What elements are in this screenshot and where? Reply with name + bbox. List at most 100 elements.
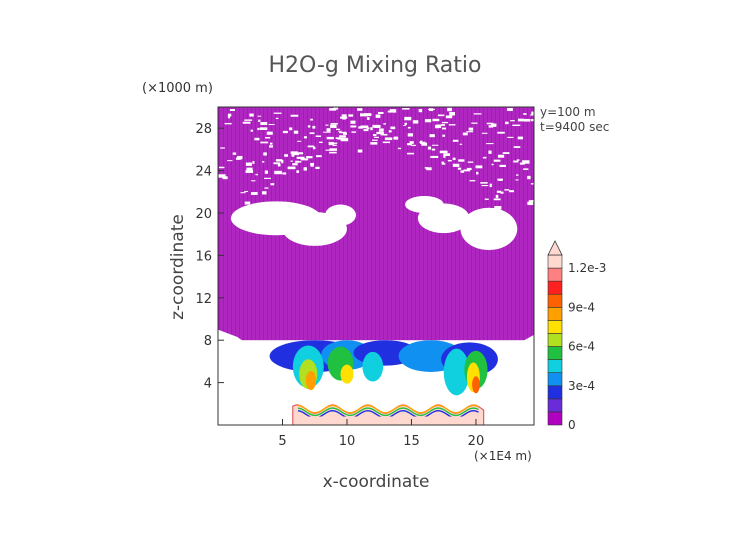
dry-speck: [326, 128, 331, 132]
dry-speck: [277, 163, 281, 167]
dry-speck: [297, 140, 302, 142]
dry-speck: [426, 167, 432, 171]
dry-speck: [493, 159, 501, 162]
dry-speck: [481, 132, 488, 134]
dry-speck: [447, 107, 452, 112]
dry-speck: [227, 160, 233, 162]
y-tick-label: 24: [195, 165, 212, 180]
dry-speck: [342, 132, 348, 135]
dry-speck: [315, 135, 322, 137]
dry-speck: [258, 119, 261, 122]
dry-speck: [315, 166, 320, 170]
dry-speck: [273, 112, 282, 114]
y-tick-label: 4: [204, 377, 212, 392]
y-axis: 4 8 12 16 20 24 28: [195, 122, 224, 392]
dry-speck: [310, 118, 313, 121]
dry-speck: [469, 180, 476, 182]
dry-speck: [443, 153, 451, 156]
dry-speck: [484, 198, 489, 200]
dry-speck: [260, 122, 268, 126]
dry-speck: [522, 160, 530, 164]
colorbar-segment: [547, 320, 563, 334]
dry-speck: [257, 115, 262, 117]
dry-speck: [516, 159, 520, 161]
dry-speck: [513, 146, 521, 148]
dry-speck: [491, 123, 497, 127]
moist-blob: [443, 348, 470, 396]
dry-speck: [430, 155, 439, 159]
dry-speck: [527, 201, 534, 206]
dry-speck: [463, 169, 471, 172]
dry-speck: [432, 118, 440, 122]
moist-blob: [362, 351, 384, 382]
dry-speck: [307, 125, 311, 128]
dry-speck: [351, 131, 357, 133]
dry-speck: [262, 160, 265, 163]
dry-speck: [427, 146, 432, 150]
dry-speck: [480, 182, 488, 184]
dry-speck: [255, 173, 258, 176]
colorbar-segment: [547, 346, 563, 360]
colorbar-segment: [547, 254, 563, 269]
dry-speck: [505, 121, 509, 125]
dry-speck: [462, 132, 468, 136]
dry-speck: [504, 189, 510, 191]
y-tick-label: 16: [195, 249, 212, 264]
dry-speck: [274, 170, 282, 175]
dry-speck: [412, 120, 419, 124]
dry-speck: [296, 170, 300, 173]
colorbar-segment: [547, 385, 563, 400]
dry-speck: [220, 147, 225, 149]
dry-speck: [457, 167, 462, 170]
dry-speck: [466, 167, 472, 170]
colorbar-tick-label: 1.2e-3: [568, 261, 606, 275]
dry-speck: [287, 166, 296, 170]
dry-speck: [244, 201, 251, 205]
dry-speck: [313, 146, 316, 150]
dry-speck: [517, 136, 524, 140]
dry-speck: [340, 137, 349, 142]
dry-speck: [528, 200, 534, 202]
dry-speck: [297, 152, 304, 155]
dry-speck: [384, 137, 393, 141]
colorbar-segment: [547, 359, 563, 373]
dry-speck: [496, 190, 502, 193]
dry-speck: [335, 128, 341, 130]
dry-speck: [289, 127, 293, 131]
dry-speck: [224, 122, 232, 125]
dry-speck: [407, 126, 411, 129]
dry-speck: [323, 131, 331, 133]
dry-speck: [493, 198, 501, 201]
dry-speck: [421, 142, 428, 146]
dry-speck: [482, 156, 487, 159]
dry-speck: [513, 160, 519, 163]
colorbar-segment: [547, 280, 563, 295]
dry-speck: [257, 127, 260, 131]
colorbar-tick-label: 9e-4: [568, 300, 595, 314]
dry-speck: [270, 142, 273, 145]
dry-speck: [265, 137, 271, 139]
dry-speck: [375, 114, 381, 118]
dry-speck: [350, 125, 357, 128]
y-tick-label: 20: [195, 207, 212, 222]
dry-speck: [232, 152, 237, 155]
dry-speck: [371, 139, 378, 141]
dry-speck: [437, 114, 445, 117]
dry-speck: [372, 124, 381, 128]
dry-speck: [222, 176, 228, 180]
dry-speck: [339, 131, 347, 134]
dry-speck: [307, 145, 315, 148]
dry-speck: [494, 205, 502, 210]
dry-speck: [275, 159, 283, 162]
dry-speck: [264, 187, 269, 189]
dry-speck: [523, 168, 529, 171]
dry-speck: [282, 130, 288, 134]
dry-speck: [530, 114, 534, 116]
dry-speck: [448, 124, 456, 126]
dry-speck: [517, 118, 524, 122]
dry-speck: [251, 180, 256, 182]
x-unit-label: (×1E4 m): [474, 449, 532, 463]
dry-speck: [249, 113, 254, 117]
dry-speck: [489, 183, 492, 188]
dry-speck: [407, 152, 414, 155]
